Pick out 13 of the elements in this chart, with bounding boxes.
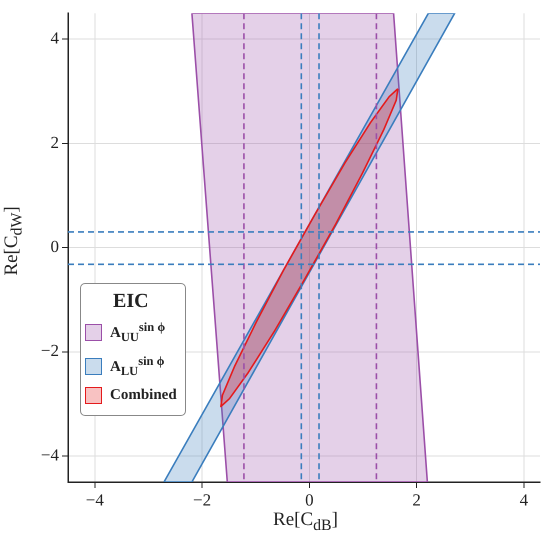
y-tick-label: −2 bbox=[40, 341, 59, 360]
x-tick-label: −2 bbox=[193, 490, 212, 510]
y-tick-label: −4 bbox=[40, 445, 60, 464]
x-tick-label: 2 bbox=[412, 490, 421, 510]
legend-title: EIC bbox=[112, 290, 150, 313]
x-tick-label: 4 bbox=[520, 490, 529, 510]
x-tick-label: −4 bbox=[86, 490, 104, 510]
y-tick-label: 0 bbox=[50, 237, 59, 256]
x-tick-label: 0 bbox=[305, 490, 314, 510]
y-tick-label: 2 bbox=[50, 132, 59, 152]
y-tick-label: 4 bbox=[50, 28, 60, 48]
legend-label: Combined bbox=[110, 386, 177, 405]
x-axis-title: Re[C$_{dB}$] bbox=[272, 509, 339, 535]
